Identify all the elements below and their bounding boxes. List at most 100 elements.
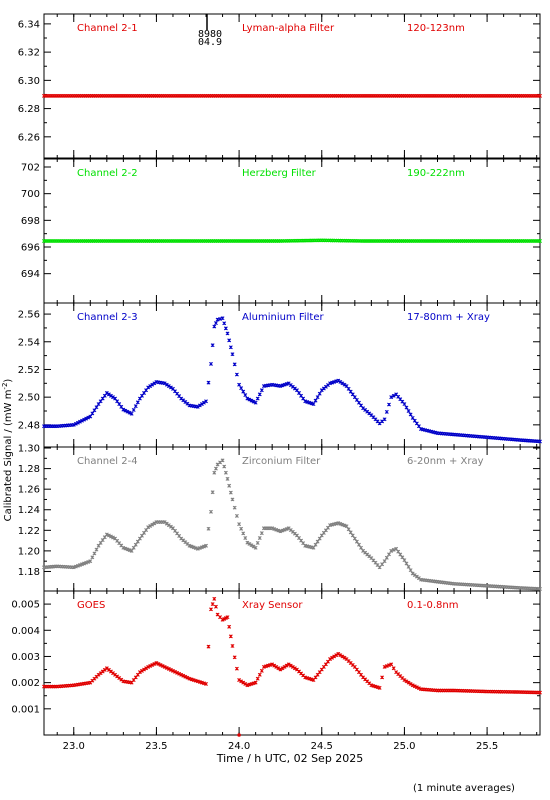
data-point bbox=[210, 490, 215, 495]
data-point bbox=[377, 685, 382, 690]
y-tick-label: 696 bbox=[21, 243, 40, 254]
data-series bbox=[42, 316, 542, 444]
y-tick-label: 2.48 bbox=[18, 420, 40, 431]
data-series bbox=[42, 458, 542, 591]
data-point bbox=[315, 539, 320, 544]
data-point bbox=[402, 558, 407, 563]
filter-label: Herzberg Filter bbox=[242, 168, 317, 179]
data-point bbox=[142, 667, 146, 672]
data-point bbox=[73, 421, 78, 426]
y-tick-label: 1.28 bbox=[18, 464, 40, 475]
panel-frame bbox=[43, 13, 541, 159]
data-point bbox=[350, 533, 355, 538]
data-point bbox=[389, 662, 394, 667]
data-point bbox=[129, 411, 134, 416]
footnote: (1 minute averages) bbox=[413, 783, 515, 794]
data-point bbox=[404, 405, 409, 410]
data-point bbox=[348, 530, 353, 535]
data-point bbox=[82, 417, 87, 422]
data-point bbox=[223, 470, 228, 475]
data-point bbox=[352, 536, 357, 541]
data-point bbox=[90, 555, 95, 560]
data-point bbox=[251, 544, 256, 549]
top-marker-text-1: 8980 bbox=[198, 29, 222, 40]
data-point bbox=[100, 538, 105, 543]
data-point bbox=[131, 545, 136, 550]
data-point bbox=[146, 525, 151, 530]
band-label: 120-123nm bbox=[407, 23, 465, 34]
data-point bbox=[313, 542, 318, 547]
data-point bbox=[538, 586, 542, 591]
data-point bbox=[94, 547, 99, 552]
data-point bbox=[237, 522, 242, 527]
data-point bbox=[80, 418, 84, 423]
data-point bbox=[92, 408, 97, 413]
data-point bbox=[241, 531, 246, 536]
data-point bbox=[344, 524, 349, 529]
data-point bbox=[213, 604, 218, 609]
x-tick-label: 24.5 bbox=[311, 741, 333, 752]
data-point bbox=[259, 668, 264, 673]
data-point bbox=[342, 655, 347, 660]
data-series bbox=[42, 596, 542, 695]
data-point bbox=[75, 420, 80, 425]
data-point bbox=[212, 324, 217, 329]
data-point bbox=[328, 657, 332, 662]
data-point bbox=[414, 685, 419, 690]
data-point bbox=[142, 530, 146, 535]
data-point bbox=[384, 555, 389, 560]
data-point bbox=[234, 372, 239, 377]
data-point bbox=[243, 681, 248, 686]
data-point bbox=[280, 666, 285, 671]
data-point bbox=[237, 382, 242, 387]
data-point bbox=[398, 552, 403, 557]
data-point bbox=[181, 673, 186, 678]
y-tick-label: 6.32 bbox=[18, 48, 40, 59]
data-point bbox=[245, 540, 250, 545]
data-point bbox=[389, 395, 394, 400]
data-point bbox=[230, 352, 235, 357]
data-point bbox=[253, 400, 258, 405]
band-label: 190-222nm bbox=[407, 168, 465, 179]
y-tick-label: 2.50 bbox=[18, 393, 40, 404]
data-point bbox=[538, 439, 542, 444]
data-point bbox=[135, 539, 140, 544]
data-point bbox=[359, 545, 363, 550]
data-point bbox=[150, 663, 155, 667]
data-point bbox=[204, 399, 208, 404]
data-point bbox=[148, 663, 153, 668]
data-point bbox=[255, 676, 260, 681]
y-tick-label: 1.20 bbox=[18, 546, 40, 557]
data-point bbox=[284, 663, 289, 668]
data-point bbox=[257, 392, 262, 397]
band-label: 17-80nm + Xray bbox=[407, 312, 490, 323]
y-tick-label: 700 bbox=[21, 189, 40, 200]
data-point bbox=[156, 662, 161, 666]
data-point bbox=[404, 679, 409, 684]
y-tick-label: 1.22 bbox=[18, 526, 40, 537]
data-point bbox=[406, 680, 411, 685]
data-point bbox=[245, 396, 250, 401]
x-tick-label: 25.0 bbox=[393, 741, 415, 752]
data-point bbox=[402, 402, 407, 407]
data-point bbox=[158, 663, 163, 667]
y-tick-label: 6.26 bbox=[18, 132, 40, 143]
top-marker-text-2: 04.9 bbox=[198, 37, 222, 48]
data-point bbox=[94, 405, 99, 410]
data-point bbox=[206, 644, 211, 649]
data-point bbox=[404, 561, 409, 566]
data-point bbox=[144, 528, 149, 533]
data-point bbox=[239, 679, 244, 684]
data-point bbox=[237, 678, 242, 682]
data-point bbox=[179, 672, 184, 677]
channel-label: Channel 2-4 bbox=[77, 456, 138, 467]
data-point bbox=[212, 470, 217, 475]
data-point bbox=[394, 546, 399, 551]
panel-1: 6.26 6.28 6.30 6.32 6.34 Channel 2-1 Lyman-alp… bbox=[18, 13, 542, 159]
filter-label: Zirconium Filter bbox=[242, 456, 321, 467]
data-point bbox=[384, 409, 389, 414]
data-point bbox=[204, 681, 208, 686]
data-point bbox=[234, 666, 239, 671]
data-point bbox=[408, 568, 413, 573]
data-point bbox=[84, 416, 89, 421]
